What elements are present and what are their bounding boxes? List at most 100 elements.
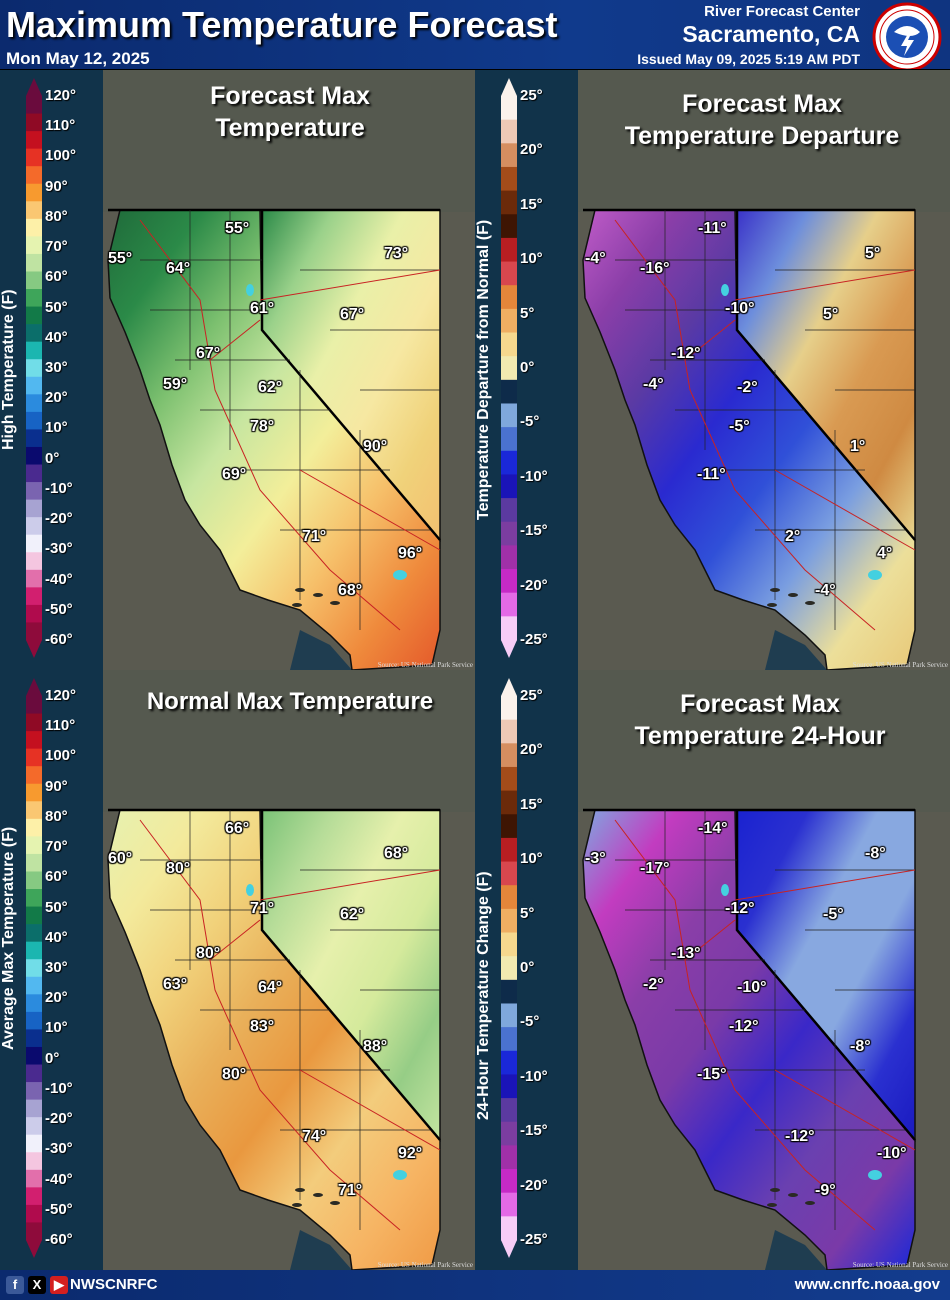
temperature-label: 71° <box>338 1182 363 1199</box>
channel-island <box>770 588 780 592</box>
youtube-icon[interactable]: ▶ <box>50 1276 68 1294</box>
legend-tick-label: -25° <box>520 631 548 648</box>
legend-tick-label: 110° <box>45 117 76 135</box>
legend-swatch <box>501 1121 517 1146</box>
legend-swatch <box>26 976 42 995</box>
legend-swatch <box>501 766 517 792</box>
legend-tick-label: 20° <box>520 141 543 159</box>
panel-title: Normal Max Temperature <box>146 688 434 715</box>
legend-swatch <box>26 1082 42 1101</box>
temperature-label: -11° <box>698 220 727 237</box>
nws-logo-icon[interactable] <box>872 2 942 72</box>
legend-tick-label: -10° <box>45 1079 73 1097</box>
legend-swatch <box>26 289 42 308</box>
legend-swatch <box>501 521 517 546</box>
source-note: Source: US National Park Service <box>852 661 948 669</box>
legend-tick-label: -10° <box>45 479 73 497</box>
legend-swatch <box>501 308 517 334</box>
oregon-land <box>575 70 950 212</box>
legend-swatch <box>26 183 42 202</box>
legend-swatch <box>26 766 42 785</box>
legend-swatch <box>26 446 42 466</box>
legend-tick-label: -20° <box>520 576 548 594</box>
legend-swatch <box>501 1098 517 1123</box>
legend-swatch <box>26 1011 42 1030</box>
temperature-label: -12° <box>671 345 701 362</box>
legend-swatch <box>26 96 42 115</box>
legend-swatch <box>26 713 42 732</box>
panel-normal-max: 120° 110° 100° 90° 80° 70° 60° 50° 40° 30° 20° 10° 0… <box>0 670 475 1270</box>
legend-axis-label: High Temperature (F) <box>0 289 17 450</box>
legend-swatch <box>26 906 42 925</box>
temperature-label: -12° <box>785 1128 815 1145</box>
legend-tick-label: 120° <box>45 87 77 104</box>
legend-swatch <box>26 1169 42 1188</box>
issued-time: Issued May 09, 2025 5:19 AM PDT <box>637 51 860 67</box>
temperature-label: 64° <box>258 979 283 996</box>
temperature-label: -8° <box>850 1038 871 1055</box>
legend-bottom-arrow <box>501 1240 517 1258</box>
footer-bar: f X ▶ NWSCNRFC www.cnrfc.noaa.gov <box>0 1270 950 1300</box>
temperature-label: -2° <box>643 976 664 993</box>
temperature-label: 63° <box>163 976 188 993</box>
legend-swatch <box>26 429 42 448</box>
legend-tick-label: 70° <box>45 238 68 256</box>
facebook-icon[interactable]: f <box>6 1276 24 1294</box>
legend-bottom-arrow <box>501 640 517 658</box>
legend-swatch <box>26 411 42 430</box>
temperature-label: -5° <box>823 906 844 923</box>
legend-swatch <box>26 959 42 978</box>
lake-tahoe <box>721 884 729 896</box>
legend-swatch <box>26 552 42 571</box>
legend-swatch <box>26 836 42 855</box>
legend-swatch <box>26 569 42 588</box>
legend-top-arrow <box>26 678 42 696</box>
highway-lines <box>139 219 441 631</box>
legend-tick-label: 100° <box>45 747 77 765</box>
social-handle[interactable]: NWSCNRFC <box>70 1276 158 1293</box>
legend-swatch <box>26 306 42 325</box>
temperature-label: 60° <box>108 850 133 867</box>
legend-swatch <box>501 379 517 404</box>
channel-island <box>295 588 305 592</box>
temperature-label: 1° <box>850 438 866 455</box>
legend-swatch <box>501 743 517 768</box>
temperature-label: 69° <box>222 466 247 483</box>
legend-tick-label: -50° <box>45 1200 73 1218</box>
temperature-label: -10° <box>725 300 755 317</box>
legend-tick-label: 70° <box>45 838 68 856</box>
legend-swatch <box>501 119 517 144</box>
legend-tick-label: -20° <box>45 510 73 528</box>
temperature-label: -4° <box>815 582 836 599</box>
legend-tick-label: -10° <box>520 1067 548 1085</box>
channel-island <box>788 593 798 597</box>
legend-swatch <box>501 474 517 499</box>
legend-swatch <box>26 994 42 1013</box>
x-icon[interactable]: X <box>28 1276 46 1294</box>
legend-swatch <box>26 853 42 872</box>
legend-tick-label: 25° <box>520 87 543 104</box>
salton-sea <box>393 1170 407 1180</box>
legend-swatch <box>501 237 517 263</box>
legend-tick-label: -5° <box>520 1013 540 1031</box>
legend-tick-label: -40° <box>45 1170 73 1188</box>
legend-swatch <box>501 1145 517 1170</box>
legend-top-arrow <box>501 678 517 696</box>
legend-swatch <box>26 871 42 890</box>
legend-tick-label: 40° <box>45 928 68 946</box>
temperature-label: 61° <box>250 300 275 317</box>
map-canvas <box>0 70 475 670</box>
temperature-label: 92° <box>398 1145 423 1162</box>
legend-tick-label: -60° <box>45 631 73 648</box>
legend-swatch <box>501 1192 517 1217</box>
legend-swatch <box>26 1046 42 1066</box>
highway-lines <box>139 819 441 1231</box>
county-lines <box>615 810 915 1230</box>
website-link[interactable]: www.cnrfc.noaa.gov <box>794 1276 940 1293</box>
rfc-name: River Forecast Center <box>704 3 860 20</box>
legend-swatch <box>501 356 517 381</box>
page-title: Maximum Temperature Forecast <box>6 4 558 45</box>
legend-tick-label: 50° <box>45 898 68 916</box>
temperature-label: 74° <box>302 1128 327 1145</box>
legend-tick-label: -40° <box>45 570 73 588</box>
